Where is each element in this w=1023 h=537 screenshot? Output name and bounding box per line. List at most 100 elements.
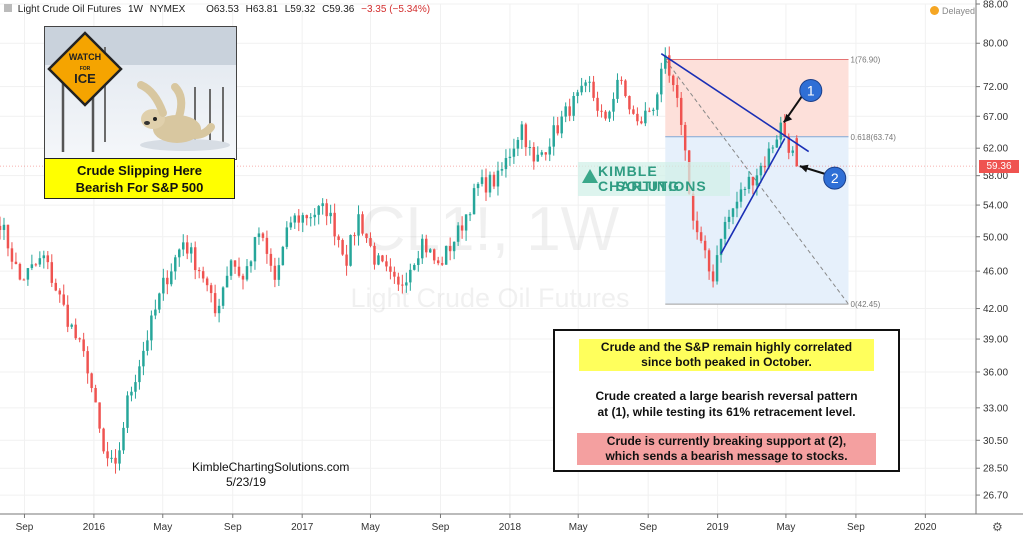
candle-body — [644, 110, 647, 124]
candle-body — [221, 287, 225, 306]
candle-body — [46, 255, 50, 263]
candle-body — [640, 121, 643, 124]
gear-icon[interactable]: ⚙ — [992, 520, 1003, 534]
candle — [345, 244, 348, 276]
candle-body — [377, 255, 380, 265]
candle — [552, 116, 555, 156]
candle — [54, 278, 58, 292]
candle-body — [691, 193, 695, 221]
candle — [170, 263, 173, 287]
candle — [325, 198, 328, 226]
candle-body — [166, 277, 169, 285]
candle-body — [393, 271, 396, 277]
annotation-label: 2 — [831, 170, 839, 186]
symbol-title[interactable]: Light Crude Oil Futures — [17, 4, 122, 15]
time-axis: Sep 2016 May Sep 2017 May Sep 2018 May Sep 2019 May… — [0, 513, 1023, 533]
fib-diagonal-line — [664, 59, 849, 305]
x-tick-label: Sep — [639, 522, 657, 533]
candle-body — [508, 156, 512, 159]
candle-body — [624, 80, 627, 97]
candle-body — [723, 221, 727, 239]
candle — [417, 250, 420, 272]
annotation-marker-1: 1 — [782, 78, 823, 124]
candle — [711, 264, 715, 288]
candle — [604, 109, 607, 121]
candle — [596, 91, 599, 117]
annotation-label: 1 — [807, 82, 815, 98]
candle — [668, 46, 671, 83]
candle-body — [719, 238, 723, 256]
yellow-line-1: Crude and the S&P remain highly correlat… — [600, 340, 853, 354]
candle — [353, 232, 356, 246]
logo-line-1: KIMBLE CHARTING — [598, 163, 680, 194]
candle — [500, 162, 504, 176]
candle — [484, 168, 488, 201]
candle — [448, 237, 452, 261]
candle — [476, 182, 480, 196]
candle — [373, 242, 376, 270]
close-value: C59.36 — [322, 4, 355, 15]
candle-body — [201, 271, 205, 279]
open-value: O63.53 — [206, 4, 239, 15]
logo-line-2: SOLUTIONS — [616, 178, 707, 194]
candle-body — [432, 249, 436, 261]
candle-body — [6, 224, 10, 249]
candle-body — [568, 106, 571, 116]
candle-body — [82, 339, 85, 352]
candle — [297, 209, 301, 232]
candle-body — [269, 253, 273, 266]
y-tick-label: 62.00 — [983, 144, 1008, 155]
candle — [715, 245, 719, 285]
candle-body — [50, 262, 54, 283]
candle — [504, 149, 508, 178]
candle-body — [241, 275, 245, 280]
candle — [154, 299, 157, 320]
candle — [42, 250, 46, 269]
candle-body — [317, 206, 320, 215]
candle — [269, 248, 273, 272]
candle — [301, 212, 304, 233]
polar-bear-image: WATCH FOR ICE — [45, 27, 236, 159]
candle — [751, 176, 755, 195]
candle-body — [452, 241, 456, 252]
candle — [580, 77, 583, 96]
credit-text: KimbleChartingSolutions.com 5/23/19 — [192, 460, 349, 490]
candle-body — [277, 265, 281, 280]
candle-body — [759, 165, 763, 176]
interval-label[interactable]: 1W — [127, 4, 143, 15]
candle-body — [791, 150, 794, 153]
candle-body — [297, 215, 301, 223]
candle — [257, 227, 261, 245]
candle-body — [14, 261, 18, 265]
candle-body — [472, 188, 476, 215]
candle — [130, 386, 133, 402]
annotation-marker-2: 2 — [799, 164, 847, 190]
candle — [560, 110, 563, 139]
candle — [221, 286, 225, 310]
candle-body — [361, 214, 364, 234]
candle — [158, 292, 161, 314]
price-axis-bg — [976, 0, 1023, 537]
candle-body — [660, 68, 663, 95]
candle — [94, 384, 97, 403]
candle — [452, 241, 456, 260]
annotation-arrowhead — [799, 164, 809, 173]
caption-line-1: Crude Slipping Here — [77, 163, 202, 178]
candle — [767, 142, 771, 170]
candle-body — [664, 55, 667, 69]
candle-body — [193, 247, 197, 271]
candle — [429, 248, 432, 254]
candle-body — [417, 258, 420, 265]
candle — [616, 73, 619, 103]
candle-body — [763, 165, 767, 168]
candle-body — [30, 264, 34, 269]
candle — [185, 235, 189, 260]
delayed-badge: Delayed — [930, 6, 975, 16]
candle-body — [106, 451, 109, 459]
candle-body — [162, 277, 165, 294]
candle — [496, 161, 500, 196]
candle — [337, 234, 340, 248]
candle-body — [779, 122, 783, 140]
candle — [213, 284, 217, 317]
candle — [102, 427, 105, 454]
